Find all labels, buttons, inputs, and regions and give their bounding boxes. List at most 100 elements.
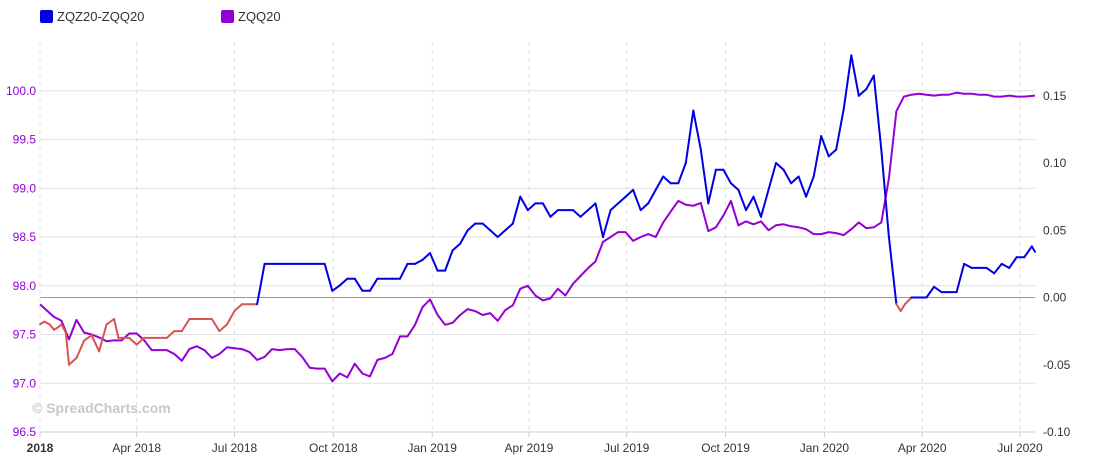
series-segment-zqz20-zqq20 xyxy=(451,242,462,252)
series-segment-zqz20-zqq20 xyxy=(617,195,627,205)
left-y-tick-label: 99.0 xyxy=(13,181,37,195)
series-segment-zqz20-zqq20 xyxy=(745,195,755,212)
legend-item-spread[interactable]: ZQZ20-ZQQ20 xyxy=(40,9,144,24)
legend-swatch-spread xyxy=(40,10,53,23)
left-y-tick-label: 98.0 xyxy=(13,279,37,293)
series-segment-zqz20-zqq20 xyxy=(895,303,902,312)
series-segment-zqz20-zqq20 xyxy=(993,262,1003,275)
series-segment-zqz20-zqq20 xyxy=(210,318,221,333)
x-tick-label: Apr 2020 xyxy=(898,441,947,455)
series-segment-zqz20-zqq20 xyxy=(226,310,236,326)
x-tick-label: Jul 2019 xyxy=(604,441,650,455)
series-segment-zqz20-zqq20 xyxy=(827,148,838,158)
series-segment-zqz20-zqq20 xyxy=(752,195,762,218)
series-segment-zqz20-zqq20 xyxy=(489,229,499,238)
series-segment-zqz20-zqq20 xyxy=(572,209,582,218)
series-segment-zqz20-zqq20 xyxy=(135,336,146,346)
series-segment-zqz20-zqq20 xyxy=(128,336,138,346)
series-segment-zqz20-zqq20 xyxy=(594,202,604,238)
x-tick-label: Jan 2020 xyxy=(800,441,850,455)
x-tick-label: Apr 2018 xyxy=(112,441,161,455)
left-y-tick-label: 97.5 xyxy=(13,328,37,342)
series-segment-zqz20-zqq20 xyxy=(429,252,439,272)
series-segment-zqz20-zqq20 xyxy=(729,182,740,191)
series-segment-zqz20-zqq20 xyxy=(421,252,431,261)
series-segment-zqz20-zqq20 xyxy=(775,162,785,171)
series-segment-zqz20-zqq20 xyxy=(414,258,424,265)
right-y-tick-label: 0.15 xyxy=(1043,89,1067,103)
series-segment-zqz20-zqq20 xyxy=(639,202,650,212)
series-segment-zqz20-zqq20 xyxy=(353,277,364,292)
series-segment-zqz20-zqq20 xyxy=(865,74,875,91)
series-segment-zqz20-zqq20 xyxy=(83,334,93,342)
series-segment-zqz20-zqq20 xyxy=(466,222,477,232)
series-segment-zqz20-zqq20 xyxy=(797,175,808,198)
series-segment-zqz20-zqq20 xyxy=(857,88,868,97)
x-tick-label: Jul 2018 xyxy=(212,441,258,455)
right-y-tick-label: 0.10 xyxy=(1043,156,1067,170)
series-segment-zqz20-zqq20 xyxy=(459,229,469,245)
series-segment-zqz20-zqq20 xyxy=(338,277,349,287)
series-segment-zqz20-zqq20 xyxy=(233,303,243,312)
series-segment-zqz20-zqq20 xyxy=(504,222,514,232)
series-segment-zqz20-zqq20 xyxy=(790,175,800,185)
series-segment-zqz20-zqq20 xyxy=(872,74,883,151)
legend-swatch-outright xyxy=(221,10,234,23)
series-segment-zqz20-zqq20 xyxy=(496,229,507,238)
series-segment-zqz20-zqq20 xyxy=(767,162,777,191)
series-segment-zqz20-zqq20 xyxy=(481,222,492,232)
series-segment-zqz20-zqq20 xyxy=(526,202,537,212)
x-tick-label: Jul 2020 xyxy=(997,441,1043,455)
series-segment-zqz20-zqq20 xyxy=(835,108,845,151)
series-segment-zqz20-zqq20 xyxy=(805,175,815,198)
series-segment-zqz20-zqq20 xyxy=(331,284,341,292)
series-segment-zqz20-zqq20 xyxy=(519,195,529,212)
series-segment-zqz20-zqq20 xyxy=(760,188,770,218)
x-tick-label: Apr 2019 xyxy=(505,441,554,455)
series-segment-zqz20-zqq20 xyxy=(60,323,67,334)
legend-item-outright[interactable]: ZQQ20 xyxy=(221,9,281,24)
left-y-tick-label: 100.0 xyxy=(6,84,36,98)
left-y-tick-label: 96.5 xyxy=(13,425,37,439)
x-tick-label: Oct 2019 xyxy=(701,441,750,455)
series-segment-zqz20-zqq20 xyxy=(579,209,589,218)
series-segment-zqz20-zqq20 xyxy=(218,323,228,333)
series-segment-zqz20-zqq20 xyxy=(692,109,702,151)
series-segment-zqz20-zqq20 xyxy=(180,318,191,333)
watermark: © SpreadCharts.com xyxy=(32,400,171,416)
series-segment-zqz20-zqq20 xyxy=(904,296,913,306)
x-tick-label: Jan 2019 xyxy=(408,441,458,455)
series-segment-zqz20-zqq20 xyxy=(105,318,116,326)
series-line-zqq20 xyxy=(39,91,1036,383)
series-segment-zqz20-zqq20 xyxy=(955,262,966,294)
series-segment-zqz20-zqq20 xyxy=(1008,256,1018,269)
series-segment-zqz20-zqq20 xyxy=(899,303,906,312)
series-segment-zqz20-zqq20 xyxy=(737,188,747,212)
series-segment-zqz20-zqq20 xyxy=(48,323,55,331)
right-y-tick-label: 0.00 xyxy=(1043,291,1067,305)
series-segment-zqz20-zqq20 xyxy=(707,168,717,205)
series-segment-zqz20-zqq20 xyxy=(602,209,612,238)
series-segment-zqz20-zqq20 xyxy=(812,135,823,178)
series-segment-zqz20-zqq20 xyxy=(511,195,522,225)
right-y-tick-label: -0.10 xyxy=(1043,425,1071,439)
left-y-axis: 96.5 97.0 97.5 98.0 98.5 99.0 99.5 100.0 xyxy=(6,84,36,439)
x-tick-label: Oct 2018 xyxy=(309,441,358,455)
left-y-tick-label: 99.5 xyxy=(13,133,37,147)
series-segment-zqz20-zqq20 xyxy=(1030,245,1036,253)
series-lines xyxy=(39,54,1036,383)
series-segment-zqz20-zqq20 xyxy=(850,54,860,97)
series-segment-zqz20-zqq20 xyxy=(842,54,853,111)
series-segment-zqz20-zqq20 xyxy=(323,262,334,292)
series-segment-zqz20-zqq20 xyxy=(684,109,695,164)
series-segment-zqz20-zqq20 xyxy=(256,262,266,306)
series-segment-zqz20-zqq20 xyxy=(43,320,51,326)
series-segment-zqz20-zqq20 xyxy=(985,266,996,275)
x-axis: 2018 Apr 2018 Jul 2018 Oct 2018 Jan 2019 Apr … xyxy=(27,432,1043,455)
series-segment-zqz20-zqq20 xyxy=(609,202,620,212)
series-segment-zqz20-zqq20 xyxy=(549,209,559,218)
x-tick-label: 2018 xyxy=(27,441,54,455)
series-segment-zqz20-zqq20 xyxy=(699,148,710,205)
series-segment-zqz20-zqq20 xyxy=(880,148,890,238)
series-segment-zqz20-zqq20 xyxy=(113,318,120,339)
